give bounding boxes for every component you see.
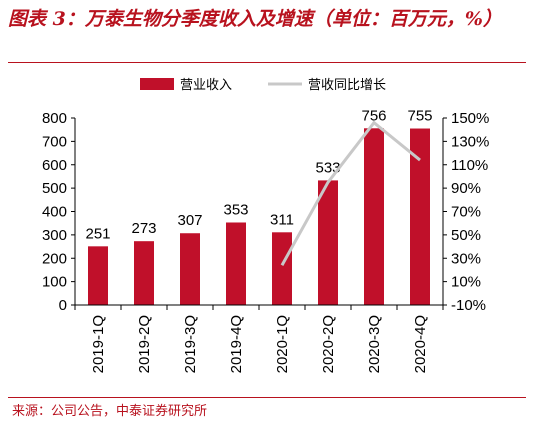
title-rule [8, 62, 526, 63]
left-tick-label: 800 [42, 110, 67, 127]
left-tick-label: 500 [42, 180, 67, 197]
bar [410, 128, 430, 305]
x-tick-label: 2019-1Q [90, 315, 107, 373]
bar-data-label: 756 [361, 107, 386, 124]
x-tick-label: 2020-1Q [274, 315, 291, 373]
left-tick-label: 0 [59, 297, 67, 314]
chart-title: 图表 3：万泰生物分季度收入及增速（单位：百万元，%） [8, 8, 502, 30]
chart-legend: 营业收入 营收同比增长 [140, 77, 386, 92]
bar [272, 232, 292, 305]
right-tick-label: 50% [451, 227, 481, 244]
bar [318, 180, 338, 305]
x-tick-label: 2020-2Q [320, 315, 337, 373]
right-tick-label: 70% [451, 204, 481, 221]
right-tick-label: 30% [451, 250, 481, 267]
left-tick-label: 700 [42, 133, 67, 150]
bar [364, 128, 384, 305]
left-tick-label: 100 [42, 274, 67, 291]
left-tick-label: 300 [42, 227, 67, 244]
x-tick-label: 2019-4Q [228, 315, 245, 373]
bar-data-label: 755 [407, 108, 432, 125]
x-tick-label: 2020-4Q [412, 315, 429, 373]
bar [134, 241, 154, 305]
bar-data-label: 533 [315, 159, 340, 176]
bar-data-label: 273 [131, 220, 156, 237]
x-tick-label: 2019-2Q [136, 315, 153, 373]
right-tick-label: 130% [451, 133, 489, 150]
left-tick-label: 600 [42, 157, 67, 174]
x-tick-label: 2020-3Q [366, 315, 383, 373]
right-tick-label: 90% [451, 180, 481, 197]
legend-line-label: 营收同比增长 [308, 77, 386, 92]
right-tick-label: 150% [451, 110, 489, 127]
right-tick-label: -10% [451, 297, 486, 314]
bar-data-label: 353 [223, 201, 248, 218]
footer-rule [8, 397, 526, 398]
bar-data-label: 307 [177, 212, 202, 229]
legend-bar-swatch [140, 78, 174, 90]
bar [180, 233, 200, 305]
right-tick-label: 10% [451, 274, 481, 291]
left-tick-label: 200 [42, 250, 67, 267]
x-tick-label: 2019-3Q [182, 315, 199, 373]
right-tick-label: 110% [451, 157, 488, 174]
plot-area: 251 273 307 353 311 533 756 755 0 100 200 300 400 500… [42, 107, 489, 373]
legend-bar-label: 营业收入 [180, 77, 232, 92]
bar-data-label: 311 [270, 211, 294, 228]
bar [88, 246, 108, 305]
source-note: 来源：公司公告，中泰证券研究所 [12, 404, 208, 419]
bar-data-label: 251 [85, 225, 110, 242]
left-tick-label: 400 [42, 204, 67, 221]
bar [226, 222, 246, 305]
growth-line [280, 120, 421, 266]
